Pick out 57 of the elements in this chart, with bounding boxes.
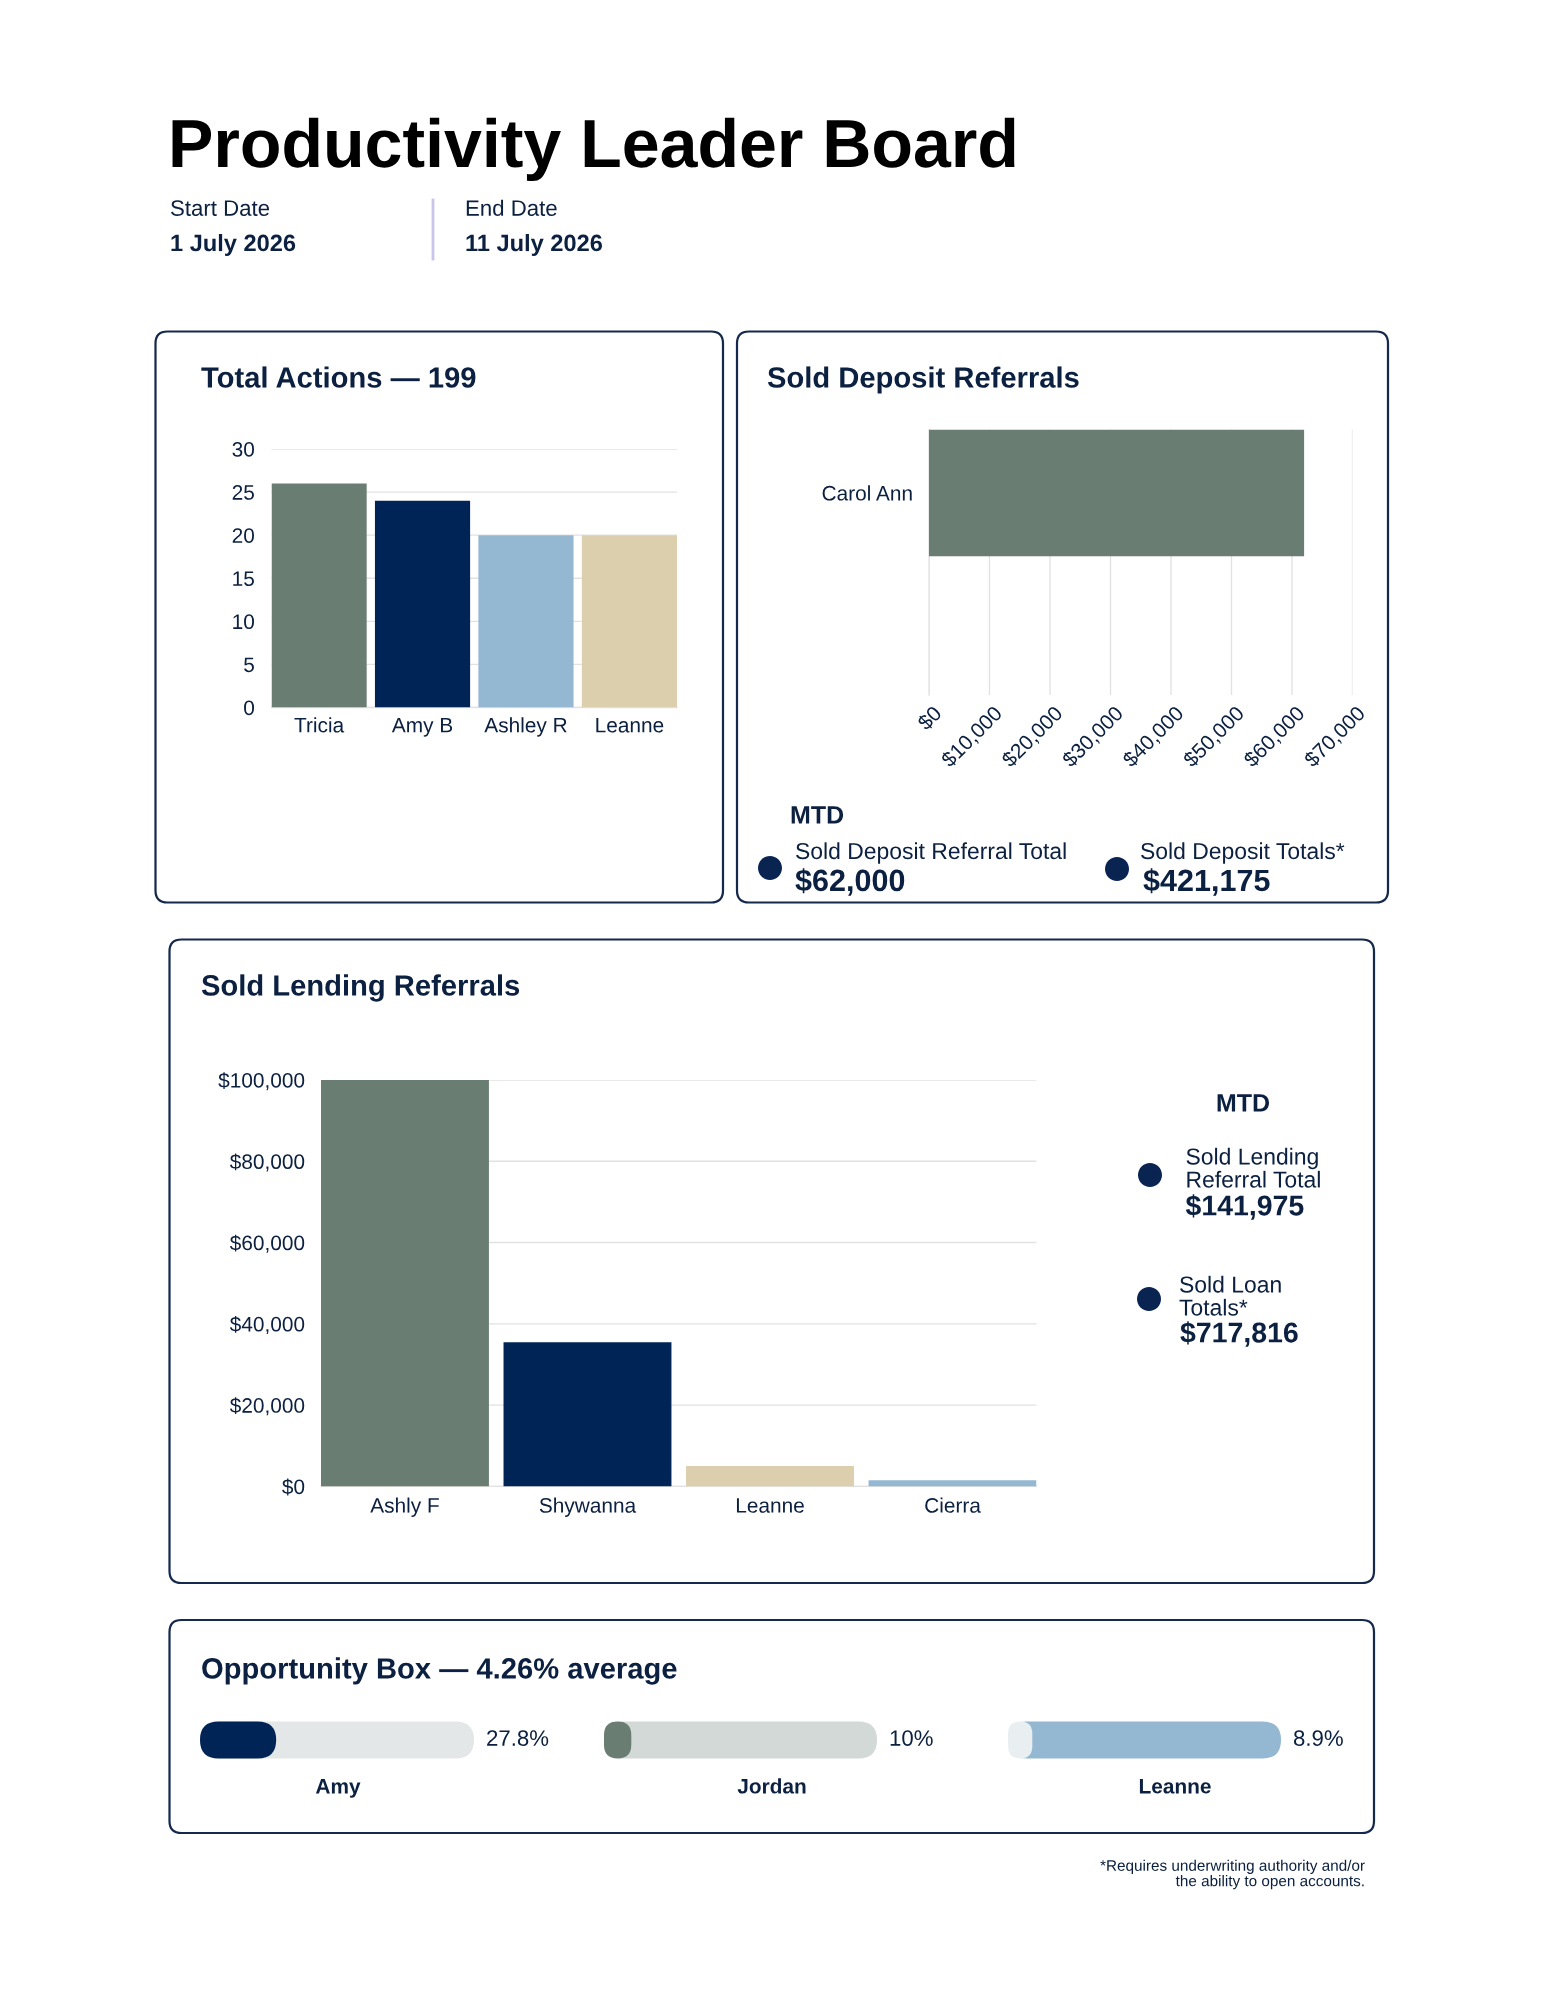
y-tick-label: $0 bbox=[282, 1478, 305, 1496]
bar bbox=[478, 535, 574, 708]
category-label: Jordan bbox=[737, 1778, 806, 1794]
text: $141,975 bbox=[1185, 1194, 1304, 1220]
data-label: 10% bbox=[890, 1730, 933, 1746]
data-label: 27.8% bbox=[487, 1730, 549, 1746]
bar bbox=[581, 535, 677, 708]
text: 1 July 2026 bbox=[171, 234, 296, 256]
text: *Requires underwriting authority and/or the ability to open accounts. bbox=[1100, 1859, 1365, 1890]
x-tick-label: $0 bbox=[915, 704, 944, 733]
x-tick-label: Amy B bbox=[391, 717, 453, 737]
x-tick-label: Ashley R bbox=[484, 717, 567, 737]
text: $717,816 bbox=[1180, 1321, 1298, 1347]
y-tick-label: 0 bbox=[244, 700, 255, 716]
bar bbox=[271, 483, 367, 708]
x-tick-label: Ashly F bbox=[370, 1497, 439, 1517]
category-label: Amy bbox=[315, 1779, 361, 1798]
text: $421,175 bbox=[1143, 868, 1270, 896]
y-tick-label: Carol Ann bbox=[822, 485, 912, 501]
text: MTD bbox=[791, 806, 844, 824]
y-tick-label: $40,000 bbox=[229, 1315, 305, 1335]
category-label: Leanne bbox=[1139, 1779, 1211, 1794]
x-tick-label: Shywanna bbox=[539, 1497, 637, 1517]
data-label: 8.9% bbox=[1293, 1730, 1343, 1746]
x-tick-label: Tricia bbox=[294, 717, 345, 733]
y-tick-label: 5 bbox=[244, 657, 254, 673]
y-tick-label: $20,000 bbox=[229, 1397, 305, 1416]
text: Sold Loan Totals* bbox=[1179, 1275, 1281, 1316]
y-tick-label: 10 bbox=[233, 614, 255, 630]
y-tick-label: 20 bbox=[232, 528, 255, 543]
text: Start Date bbox=[171, 200, 270, 216]
x-tick-label: Leanne bbox=[736, 1498, 804, 1513]
chart-title: Total Actions — 199 bbox=[201, 366, 476, 388]
text: $62,000 bbox=[795, 868, 905, 896]
y-tick-label: $80,000 bbox=[229, 1153, 305, 1172]
text: Opportunity Box — 4.26% average bbox=[202, 1657, 677, 1685]
bar bbox=[503, 1342, 672, 1487]
chart-title: Sold Deposit Referrals bbox=[767, 366, 1079, 394]
y-tick-label: 25 bbox=[232, 485, 254, 500]
chart-title: Sold Lending Referrals bbox=[201, 974, 520, 1002]
bar bbox=[868, 1480, 1037, 1487]
x-tick-label: Cierra bbox=[925, 1497, 981, 1513]
text: End Date bbox=[466, 199, 557, 216]
text: 11 July 2026 bbox=[466, 234, 602, 256]
x-tick-label: Leanne bbox=[596, 717, 664, 733]
text: Productivity Leader Board bbox=[172, 117, 1015, 182]
y-tick-label: $100,000 bbox=[218, 1072, 305, 1091]
bar bbox=[321, 1080, 489, 1487]
text: Sold Deposit Referral Total bbox=[796, 842, 1066, 864]
y-tick-label: 15 bbox=[233, 571, 254, 586]
text: MTD bbox=[1217, 1094, 1270, 1112]
y-tick-label: 30 bbox=[232, 442, 255, 457]
bar bbox=[374, 500, 471, 708]
bar bbox=[686, 1466, 854, 1487]
text: Sold Deposit Totals* bbox=[1141, 842, 1345, 864]
text: Sold Lending Referral Total bbox=[1186, 1147, 1320, 1188]
y-tick-label: $60,000 bbox=[229, 1234, 305, 1253]
